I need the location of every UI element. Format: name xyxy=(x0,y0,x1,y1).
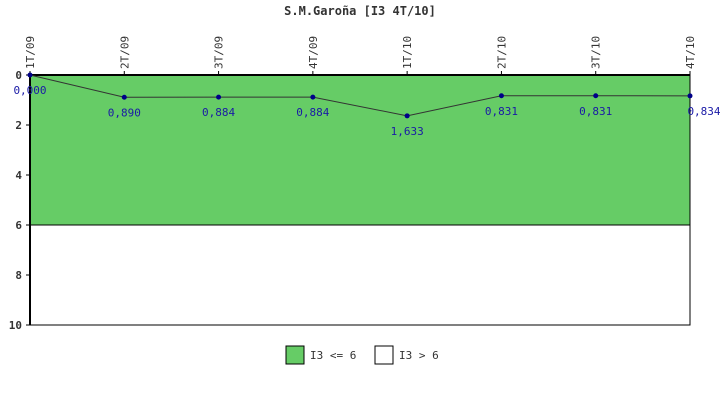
x-tick-label: 2T/10 xyxy=(495,36,508,69)
x-tick-label: 3T/10 xyxy=(590,36,603,69)
data-point xyxy=(27,72,33,78)
legend-label: I3 <= 6 xyxy=(310,349,356,362)
data-point xyxy=(404,113,410,119)
data-point xyxy=(216,94,222,100)
y-tick-label: 6 xyxy=(15,219,22,232)
x-tick-label: 1T/10 xyxy=(401,36,414,69)
data-point xyxy=(687,93,693,99)
legend-swatch xyxy=(374,345,394,365)
data-label: 0,831 xyxy=(485,105,518,118)
x-tick-label: 2T/09 xyxy=(118,36,131,69)
y-tick-label: 8 xyxy=(15,269,22,282)
band-0 xyxy=(29,74,691,226)
data-label: 0,884 xyxy=(202,106,235,119)
x-tick-label: 1T/09 xyxy=(24,36,37,69)
data-label: 0,884 xyxy=(296,106,329,119)
data-point xyxy=(310,94,316,100)
threshold-bands xyxy=(29,74,691,326)
y-tick-label: 0 xyxy=(15,69,22,82)
y-tick-label: 2 xyxy=(15,119,22,132)
data-point xyxy=(593,93,599,99)
data-point xyxy=(498,93,504,99)
data-label: 0,834 xyxy=(687,105,720,118)
data-label: 1,633 xyxy=(391,125,424,138)
series-polyline xyxy=(29,74,691,117)
series-line xyxy=(29,74,691,117)
x-tick-label: 4T/09 xyxy=(307,36,320,69)
y-tick-label: 10 xyxy=(9,319,22,332)
data-label: 0,831 xyxy=(579,105,612,118)
axes xyxy=(29,74,691,326)
data-labels: 0,000 0,890 0,884 0,884 1,633 0,831 0,831 0,834 xyxy=(13,84,720,138)
legend: I3 <= 6 I3 > 6 xyxy=(285,345,439,365)
band-1 xyxy=(29,224,691,326)
data-label: 0,890 xyxy=(108,106,141,119)
x-tick-labels: 1T/09 2T/09 3T/09 4T/09 1T/10 2T/10 3T/10 4T/10 xyxy=(24,36,697,75)
x-tick-label: 4T/10 xyxy=(684,36,697,69)
data-label: 0,000 xyxy=(13,84,46,97)
y-tick-label: 4 xyxy=(15,169,22,182)
data-points xyxy=(27,72,693,119)
legend-swatch xyxy=(285,345,305,365)
legend-label: I3 > 6 xyxy=(399,349,439,362)
chart-title: S.M.Garoña [I3 4T/10] xyxy=(284,4,436,18)
data-point xyxy=(121,94,127,100)
x-tick-label: 3T/09 xyxy=(213,36,226,69)
y-tick-labels: 0 2 4 6 8 10 xyxy=(9,69,30,332)
